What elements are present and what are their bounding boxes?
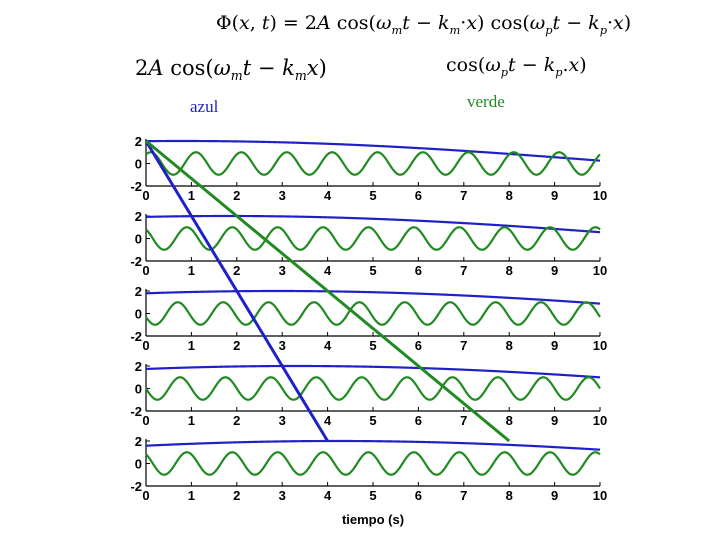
x-tick-label: 5 (369, 263, 376, 278)
x-tick-label: 4 (324, 488, 332, 503)
y-tick-label: 2 (135, 284, 142, 299)
x-tick-label: 7 (460, 488, 467, 503)
panel-5: 20-20 1 2 3 4 5 6 7 8 9 10 (130, 434, 607, 503)
x-tick-label: 6 (415, 338, 422, 353)
x-tick-label: 10 (593, 263, 607, 278)
series-verde (145, 301, 601, 326)
tracking-line-verde (145, 139, 511, 443)
x-tick-label: 9 (551, 188, 558, 203)
x-tick-label: 5 (369, 338, 376, 353)
x-tick-label: 0 (142, 263, 149, 278)
x-tick-label: 5 (369, 188, 376, 203)
x-tick-label: 9 (551, 413, 558, 428)
x-tick-label: 6 (415, 488, 422, 503)
x-tick-label: 7 (460, 263, 467, 278)
x-tick-label: 3 (279, 413, 286, 428)
x-tick-label: 2 (233, 263, 240, 278)
x-tick-label: 9 (551, 263, 558, 278)
x-tick-label: 6 (415, 188, 422, 203)
x-tick-label: 3 (279, 188, 286, 203)
x-tick-label: 5 (369, 413, 376, 428)
series-verde (145, 226, 601, 251)
x-tick-label: 1 (188, 338, 195, 353)
x-tick-label: 10 (593, 188, 607, 203)
x-tick-label: 7 (460, 188, 467, 203)
x-tick-label: 8 (506, 488, 513, 503)
x-tick-label: 4 (324, 413, 332, 428)
y-tick-label: 0 (135, 157, 142, 172)
x-tick-label: 1 (188, 188, 195, 203)
series-azul (145, 214, 601, 234)
x-tick-label: 4 (324, 263, 332, 278)
x-tick-label: 8 (506, 413, 513, 428)
y-tick-label: -2 (130, 254, 142, 269)
series-azul (145, 139, 601, 162)
caption-verde: verde (467, 92, 505, 111)
carrier-formula: cos(ωpt − kp.x) (446, 54, 587, 79)
x-tick-label: 9 (551, 338, 558, 353)
panel-2: 20-20 1 2 3 4 5 6 7 8 9 10 (130, 209, 607, 278)
phase-formula: Φ(x, t) = 2A cos(ωmt − km·x) cos(ωpt − k… (216, 12, 632, 37)
series-azul (145, 439, 601, 451)
y-tick-label: 0 (135, 382, 142, 397)
x-axis-label: tiempo (s) (342, 512, 404, 527)
x-tick-label: 3 (279, 263, 286, 278)
y-tick-label: 2 (135, 359, 142, 374)
y-tick-label: 2 (135, 209, 142, 224)
x-tick-label: 1 (188, 488, 195, 503)
x-tick-label: 8 (506, 338, 513, 353)
x-tick-label: 3 (279, 488, 286, 503)
x-tick-label: 8 (506, 188, 513, 203)
x-tick-label: 2 (233, 488, 240, 503)
series-azul (145, 364, 601, 379)
x-tick-label: 7 (460, 338, 467, 353)
x-tick-label: 2 (233, 338, 240, 353)
y-tick-label: -2 (130, 404, 142, 419)
y-tick-label: 2 (135, 434, 142, 449)
y-tick-label: -2 (130, 329, 142, 344)
panel-1: 20-20 1 2 3 4 5 6 7 8 9 10 (130, 134, 607, 203)
x-tick-label: 3 (279, 338, 286, 353)
series-verde (145, 151, 601, 176)
x-tick-label: 1 (188, 263, 195, 278)
x-tick-label: 0 (142, 413, 149, 428)
x-tick-label: 10 (593, 338, 607, 353)
y-tick-label: -2 (130, 479, 142, 494)
x-tick-label: 0 (142, 338, 149, 353)
x-tick-label: 6 (415, 413, 422, 428)
panel-4: 20-20 1 2 3 4 5 6 7 8 9 10 (130, 359, 607, 428)
x-tick-label: 0 (142, 488, 149, 503)
series-verde (145, 376, 601, 401)
series-verde (145, 451, 601, 476)
x-tick-label: 2 (233, 413, 240, 428)
y-tick-label: -2 (130, 179, 142, 194)
x-tick-label: 2 (233, 188, 240, 203)
x-tick-label: 10 (593, 488, 607, 503)
series-azul (145, 289, 601, 305)
y-tick-label: 0 (135, 307, 142, 322)
x-tick-label: 0 (142, 188, 149, 203)
y-tick-label: 0 (135, 232, 142, 247)
tracking-line-azul (144, 140, 329, 442)
caption-azul: azul (190, 97, 219, 116)
x-tick-label: 6 (415, 263, 422, 278)
x-tick-label: 8 (506, 263, 513, 278)
y-tick-label: 0 (135, 457, 142, 472)
panel-3: 20-20 1 2 3 4 5 6 7 8 9 10 (130, 284, 607, 353)
x-tick-label: 7 (460, 413, 467, 428)
x-tick-label: 4 (324, 188, 332, 203)
x-tick-label: 5 (369, 488, 376, 503)
x-tick-label: 1 (188, 413, 195, 428)
x-tick-label: 4 (324, 338, 332, 353)
x-tick-label: 10 (593, 413, 607, 428)
envelope-formula: 2A cos(ωmt − kmx) (135, 56, 327, 84)
y-tick-label: 2 (135, 134, 142, 149)
x-tick-label: 9 (551, 488, 558, 503)
